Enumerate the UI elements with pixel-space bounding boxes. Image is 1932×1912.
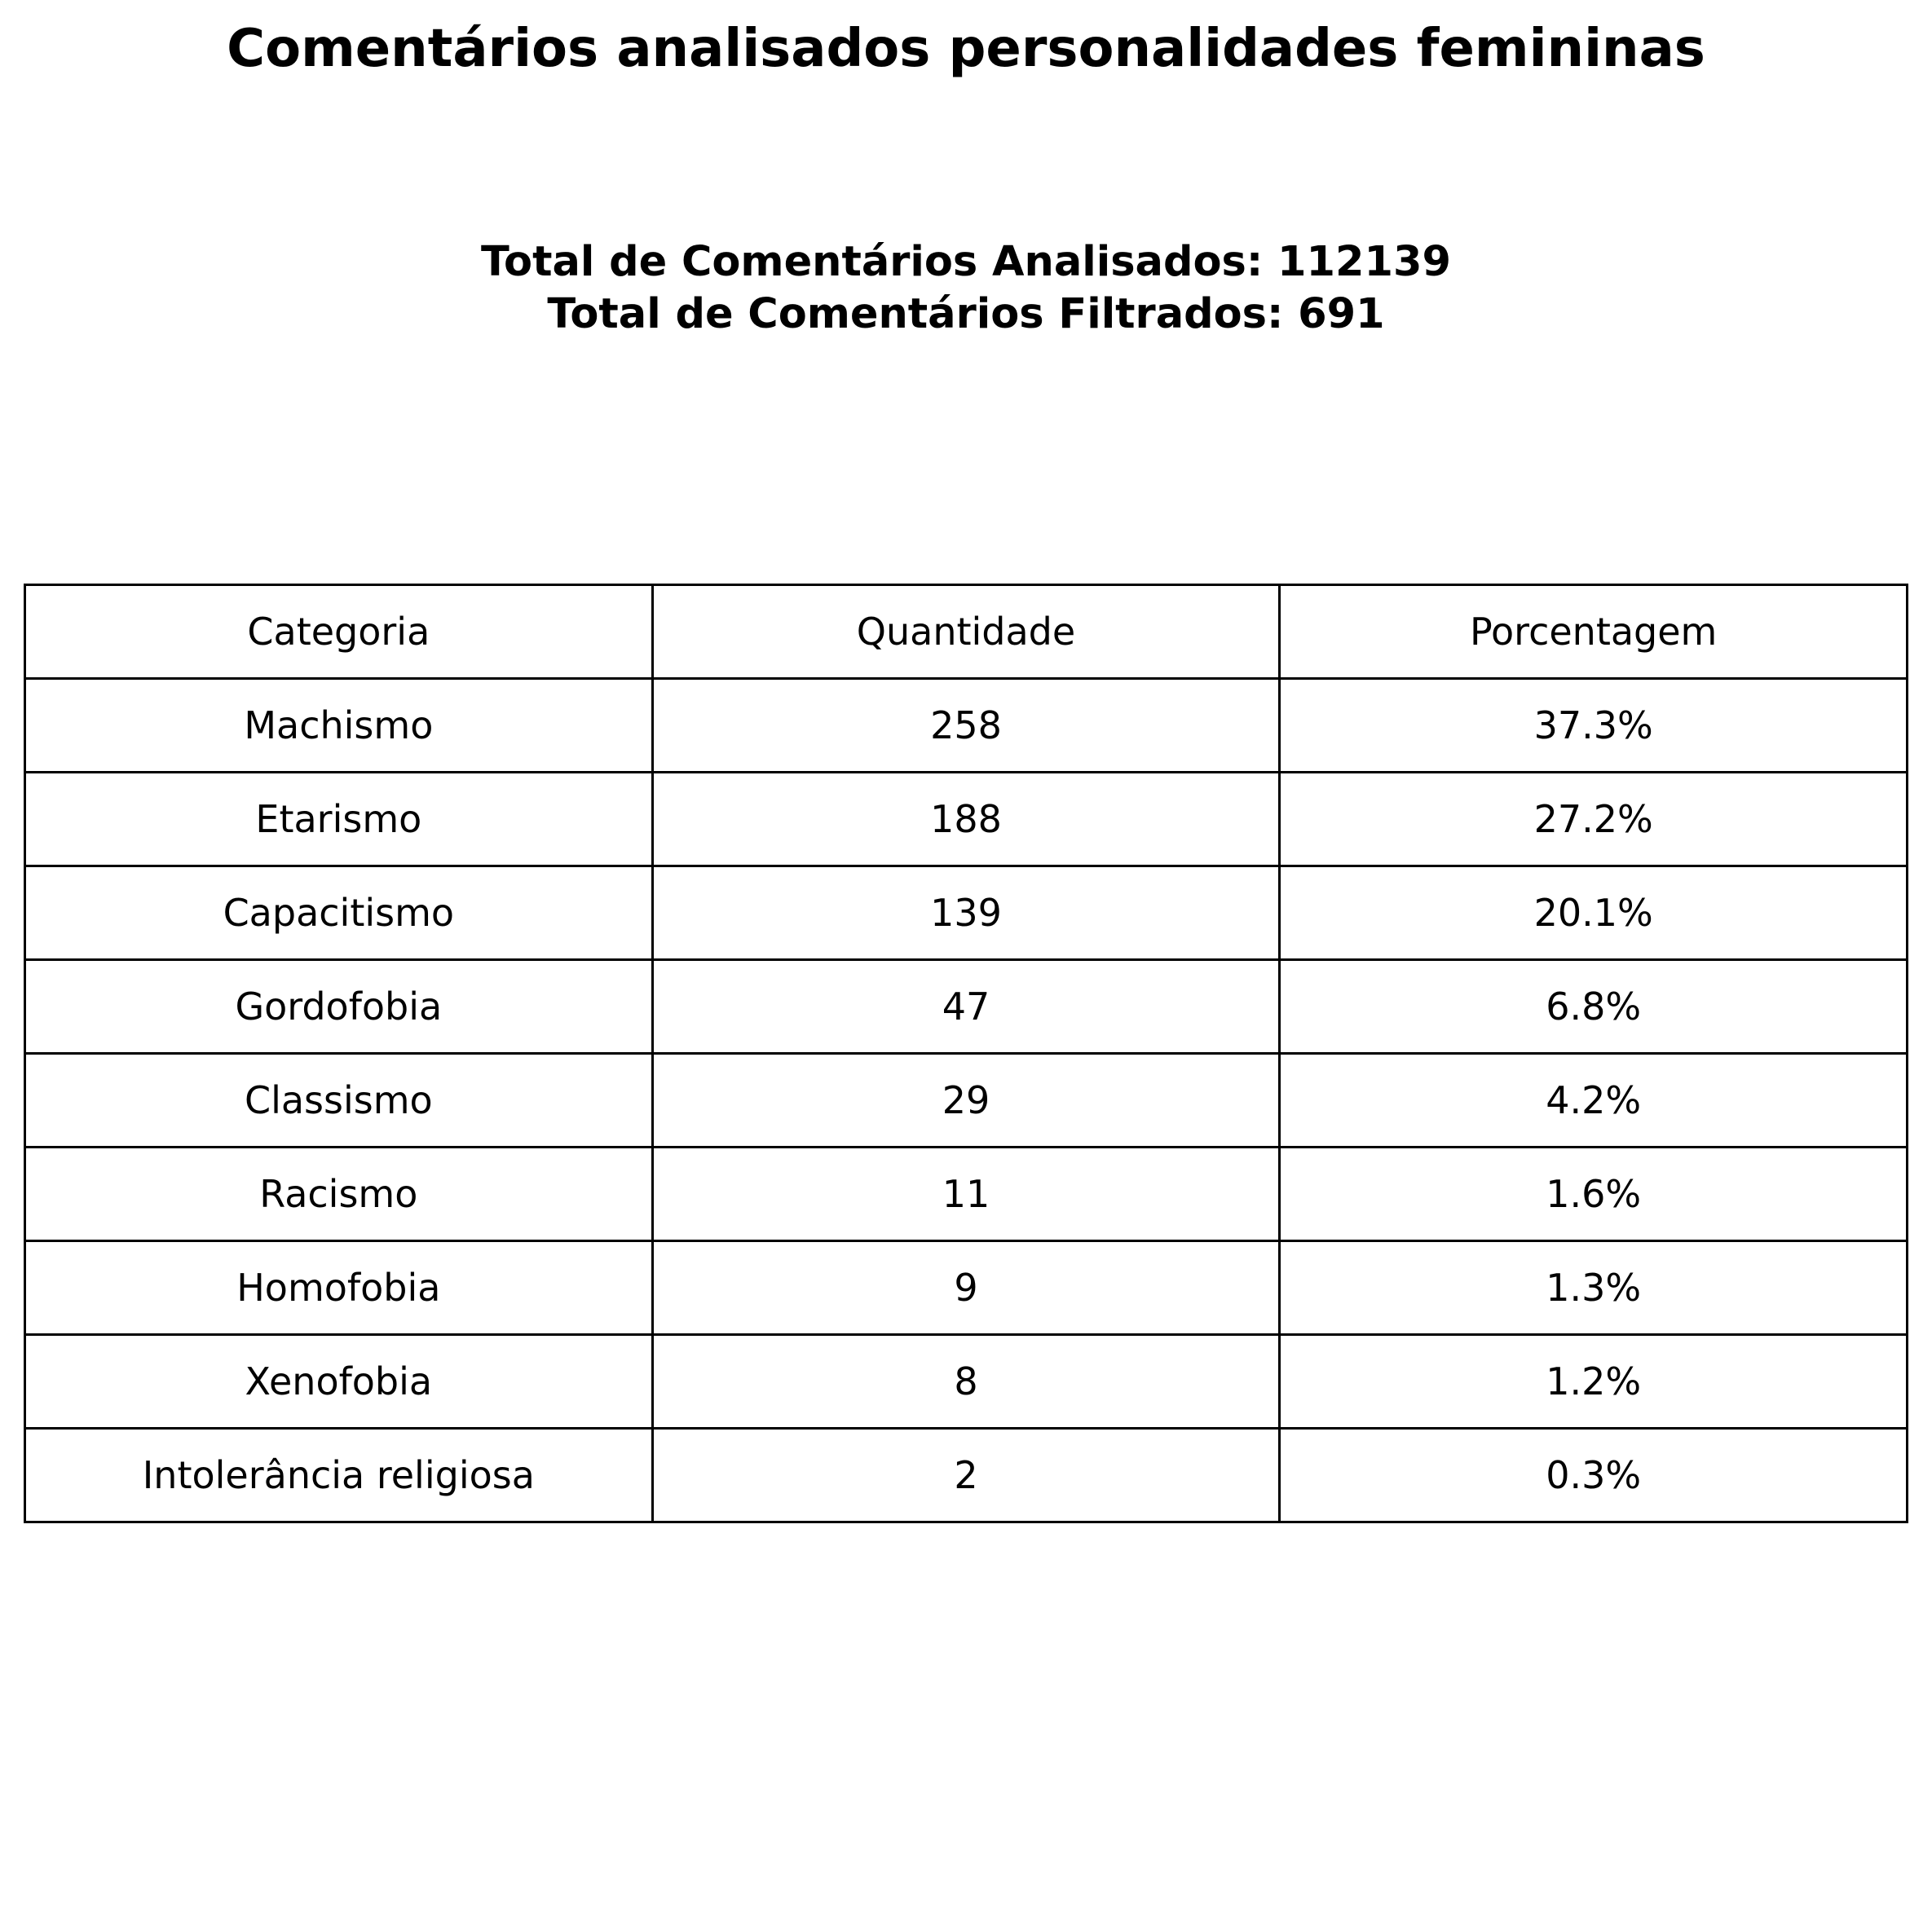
- cell-categoria: Capacitismo: [24, 865, 654, 961]
- table-row: Machismo 258 37.3%: [24, 677, 1908, 773]
- cell-categoria: Racismo: [24, 1146, 654, 1242]
- summary-total-analyzed: Total de Comentários Analisados: 112139: [481, 238, 1451, 286]
- cell-categoria: Homofobia: [24, 1240, 654, 1336]
- summary-total-filtered: Total de Comentários Filtrados: 691: [547, 290, 1385, 338]
- cell-quantidade: 139: [651, 865, 1281, 961]
- header-categoria: Categoria: [24, 584, 654, 680]
- cell-porcentagem: 37.3%: [1278, 677, 1908, 773]
- table-row: Capacitismo 139 20.1%: [24, 865, 1908, 961]
- cell-porcentagem: 1.6%: [1278, 1146, 1908, 1242]
- table-row: Homofobia 9 1.3%: [24, 1240, 1908, 1336]
- cell-porcentagem: 20.1%: [1278, 865, 1908, 961]
- cell-porcentagem: 27.2%: [1278, 771, 1908, 867]
- cell-categoria: Gordofobia: [24, 958, 654, 1055]
- cell-quantidade: 258: [651, 677, 1281, 773]
- cell-quantidade: 2: [651, 1427, 1281, 1523]
- header-quantidade: Quantidade: [651, 584, 1281, 680]
- table-header-row: Categoria Quantidade Porcentagem: [24, 584, 1908, 680]
- cell-quantidade: 47: [651, 958, 1281, 1055]
- cell-porcentagem: 0.3%: [1278, 1427, 1908, 1523]
- cell-categoria: Etarismo: [24, 771, 654, 867]
- cell-porcentagem: 6.8%: [1278, 958, 1908, 1055]
- table-row: Etarismo 188 27.2%: [24, 771, 1908, 867]
- table-row: Classismo 29 4.2%: [24, 1052, 1908, 1148]
- cell-porcentagem: 1.2%: [1278, 1333, 1908, 1430]
- chart-title: Comentários analisados personalidades fe…: [227, 19, 1705, 79]
- summary-block: Total de Comentários Analisados: 112139 …: [0, 236, 1932, 341]
- cell-porcentagem: 4.2%: [1278, 1052, 1908, 1148]
- table-row: Racismo 11 1.6%: [24, 1146, 1908, 1242]
- cell-quantidade: 188: [651, 771, 1281, 867]
- cell-quantidade: 11: [651, 1146, 1281, 1242]
- cell-quantidade: 8: [651, 1333, 1281, 1430]
- cell-categoria: Classismo: [24, 1052, 654, 1148]
- cell-categoria: Xenofobia: [24, 1333, 654, 1430]
- data-table-container: Categoria Quantidade Porcentagem Machism…: [24, 584, 1908, 1523]
- cell-porcentagem: 1.3%: [1278, 1240, 1908, 1336]
- cell-categoria: Intolerância religiosa: [24, 1427, 654, 1523]
- table-row: Xenofobia 8 1.2%: [24, 1333, 1908, 1430]
- cell-categoria: Machismo: [24, 677, 654, 773]
- header-porcentagem: Porcentagem: [1278, 584, 1908, 680]
- cell-quantidade: 29: [651, 1052, 1281, 1148]
- table-row: Intolerância religiosa 2 0.3%: [24, 1427, 1908, 1523]
- table-row: Gordofobia 47 6.8%: [24, 958, 1908, 1055]
- cell-quantidade: 9: [651, 1240, 1281, 1336]
- data-table: Categoria Quantidade Porcentagem Machism…: [24, 584, 1908, 1523]
